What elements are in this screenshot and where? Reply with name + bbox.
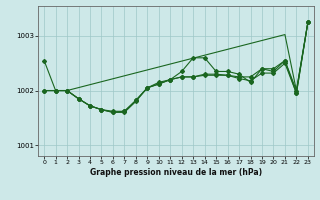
X-axis label: Graphe pression niveau de la mer (hPa): Graphe pression niveau de la mer (hPa) xyxy=(90,168,262,177)
